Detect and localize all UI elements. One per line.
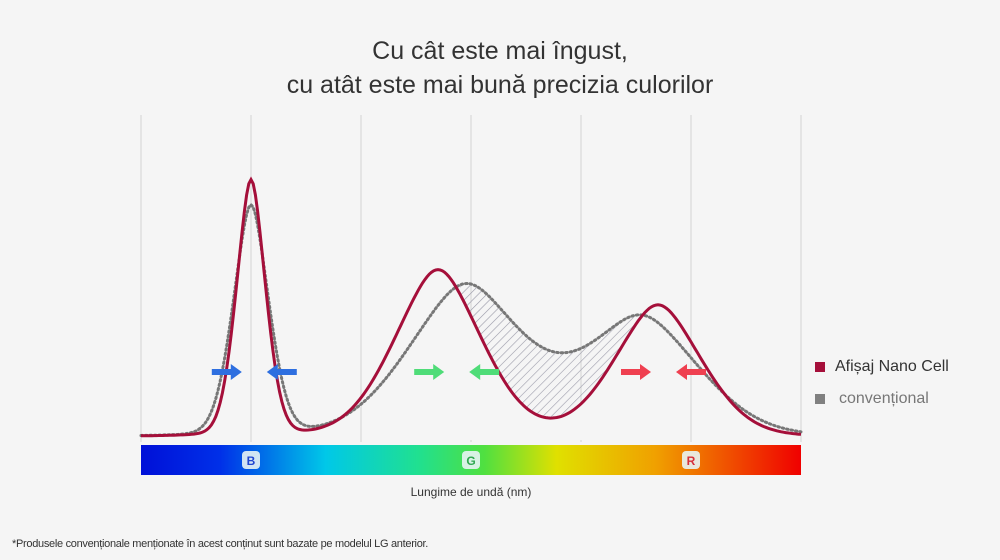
title-line-1: Cu cât este mai îngust, <box>372 37 628 65</box>
footnote: *Produsele convenționale menționate în a… <box>12 538 429 550</box>
arrow-left-icon <box>266 364 297 380</box>
legend-item-conventional: convențional <box>815 390 929 408</box>
band-badge <box>682 451 700 469</box>
legend-label-nano: Afișaj Nano Cell <box>835 358 949 375</box>
nano-area-mask <box>460 294 640 440</box>
band-label-G: G <box>466 454 475 468</box>
arrow-left-icon <box>676 364 706 380</box>
band-label-R: R <box>687 454 696 468</box>
series-line-conventional <box>139 202 803 437</box>
title-line-2: cu atât este mai bună precizia culorilor <box>286 71 714 99</box>
legend-item-nano-cell: Afișaj Nano Cell <box>815 358 949 376</box>
series-line-nano-cell <box>141 176 802 438</box>
arrow-right-icon <box>211 364 242 380</box>
chart-title: Cu cât este mai îngust, cu atât este mai… <box>0 34 1000 102</box>
band-badge <box>242 451 260 469</box>
legend-swatch-nano <box>815 362 825 372</box>
x-axis-label: Lungime de undă (nm) <box>410 485 532 499</box>
legend-swatch-conventional <box>815 394 825 404</box>
band-label-B: B <box>247 454 256 468</box>
arrow-left-icon <box>469 364 500 380</box>
arrow-right-icon <box>414 364 445 380</box>
arrow-right-icon <box>621 364 651 380</box>
band-badge <box>462 451 480 469</box>
legend-label-conventional: convențional <box>839 390 929 407</box>
